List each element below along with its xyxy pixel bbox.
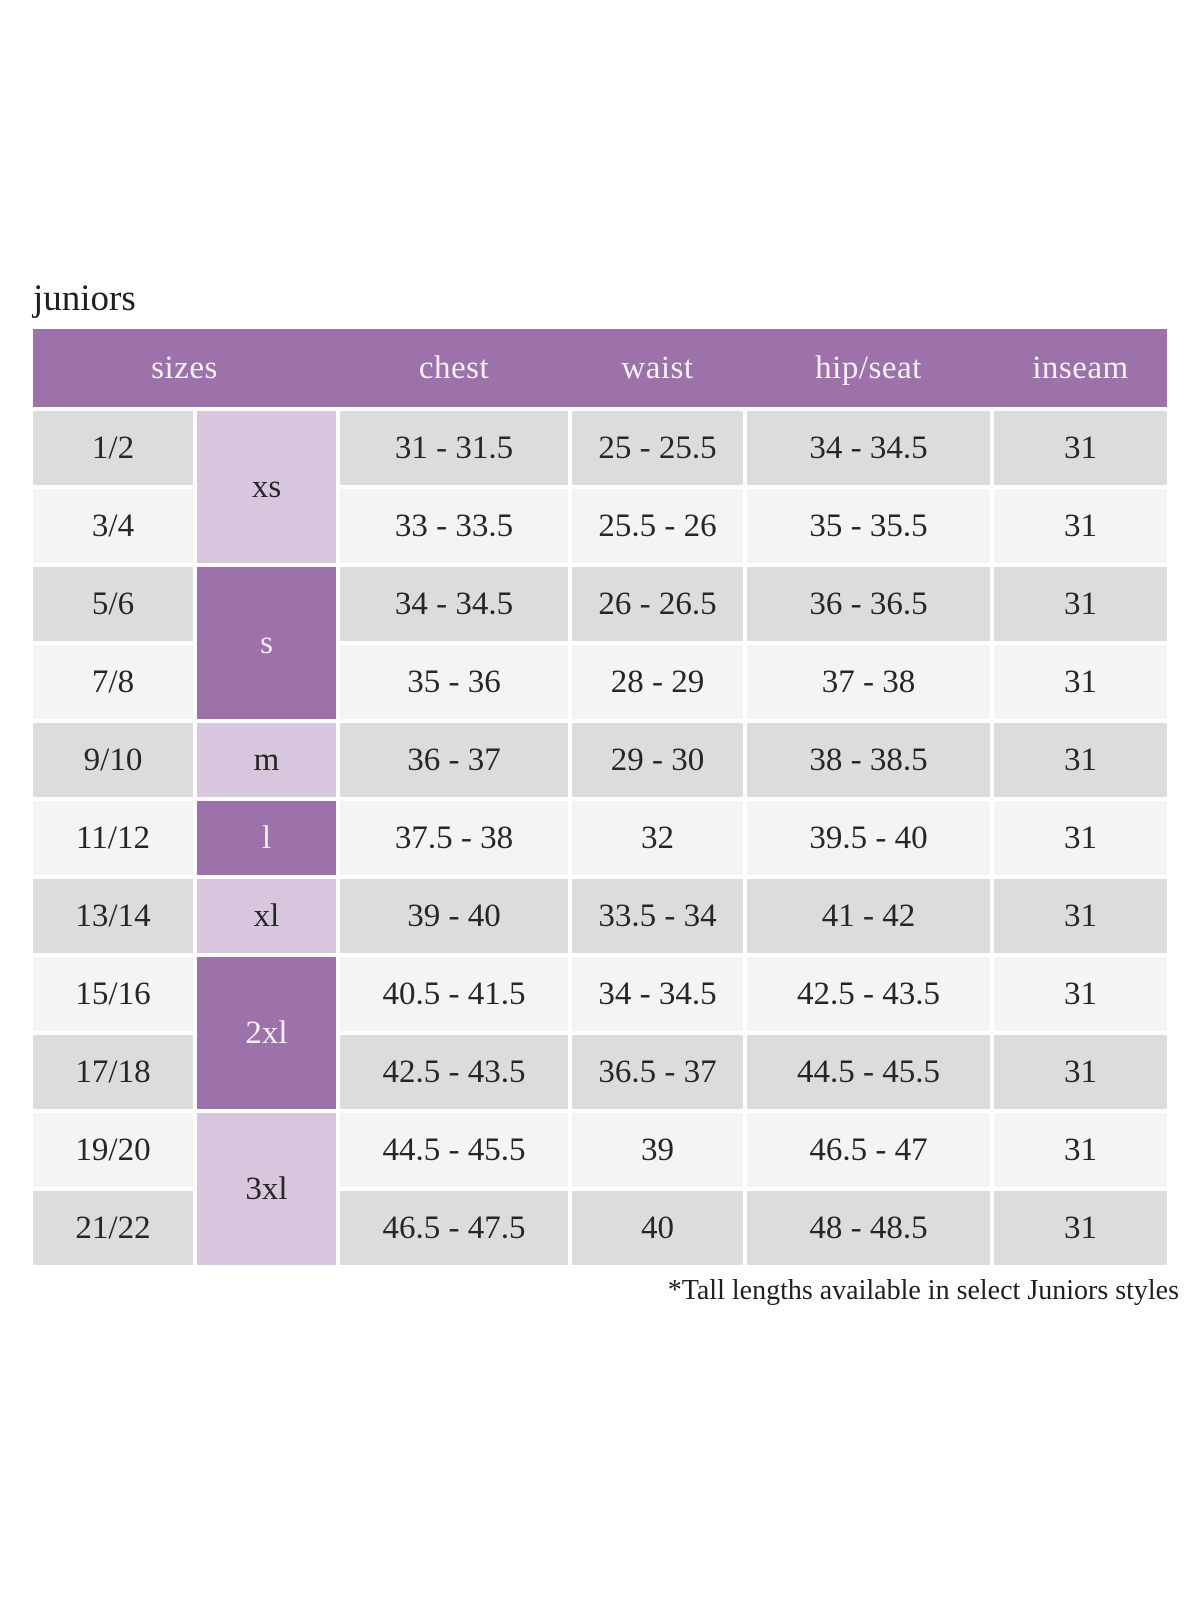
size-cell: 21/22 [33, 1191, 193, 1266]
inseam-cell: 31 [994, 645, 1167, 720]
size-group-cell: xs [197, 411, 336, 564]
waist-cell: 26 - 26.5 [572, 567, 743, 642]
waist-cell: 36.5 - 37 [572, 1035, 743, 1110]
waist-cell: 25 - 25.5 [572, 411, 743, 486]
inseam-cell: 31 [994, 957, 1167, 1032]
chest-cell: 34 - 34.5 [340, 567, 568, 642]
size-cell: 9/10 [33, 723, 193, 798]
size-cell: 19/20 [33, 1113, 193, 1188]
hip-seat-cell: 36 - 36.5 [747, 567, 990, 642]
waist-cell: 28 - 29 [572, 645, 743, 720]
chest-cell: 37.5 - 38 [340, 801, 568, 876]
inseam-cell: 31 [994, 801, 1167, 876]
hip-seat-cell: 39.5 - 40 [747, 801, 990, 876]
waist-cell: 33.5 - 34 [572, 879, 743, 954]
chest-cell: 40.5 - 41.5 [340, 957, 568, 1032]
size-group-cell: 2xl [197, 957, 336, 1110]
hip-seat-cell: 42.5 - 43.5 [747, 957, 990, 1032]
waist-cell: 39 [572, 1113, 743, 1188]
column-header-sizes: sizes [151, 349, 218, 386]
inseam-cell: 31 [994, 879, 1167, 954]
hip-seat-cell: 38 - 38.5 [747, 723, 990, 798]
column-header-waist: waist [621, 349, 694, 386]
inseam-cell: 31 [994, 1113, 1167, 1188]
chest-cell: 31 - 31.5 [340, 411, 568, 486]
chest-cell: 42.5 - 43.5 [340, 1035, 568, 1110]
hip-seat-cell: 44.5 - 45.5 [747, 1035, 990, 1110]
table-body: 1/2 xs 31 - 31.5 25 - 25.5 34 - 34.5 31 3/4 33 … [33, 411, 1167, 1266]
chest-cell: 46.5 - 47.5 [340, 1191, 568, 1266]
size-group-cell: xl [197, 879, 336, 954]
inseam-cell: 31 [994, 489, 1167, 564]
size-group-cell: l [197, 801, 336, 876]
size-cell: 3/4 [33, 489, 193, 564]
hip-seat-cell: 37 - 38 [747, 645, 990, 720]
inseam-cell: 31 [994, 567, 1167, 642]
column-header-hip-seat: hip/seat [815, 349, 922, 386]
inseam-cell: 31 [994, 723, 1167, 798]
size-cell: 11/12 [33, 801, 193, 876]
chest-cell: 39 - 40 [340, 879, 568, 954]
table-header-row: sizes chest waist hip/seat inseam [33, 329, 1167, 408]
footnote: *Tall lengths available in select Junior… [667, 1275, 1179, 1307]
size-group-cell: 3xl [197, 1113, 336, 1266]
size-cell: 17/18 [33, 1035, 193, 1110]
column-header-chest: chest [418, 349, 490, 386]
size-cell: 1/2 [33, 411, 193, 486]
size-cell: 7/8 [33, 645, 193, 720]
hip-seat-cell: 34 - 34.5 [747, 411, 990, 486]
size-group-cell: s [197, 567, 336, 720]
waist-cell: 40 [572, 1191, 743, 1266]
waist-cell: 25.5 - 26 [572, 489, 743, 564]
inseam-cell: 31 [994, 411, 1167, 486]
waist-cell: 32 [572, 801, 743, 876]
inseam-cell: 31 [994, 1035, 1167, 1110]
hip-seat-cell: 46.5 - 47 [747, 1113, 990, 1188]
page-title: juniors [33, 278, 136, 319]
hip-seat-cell: 41 - 42 [747, 879, 990, 954]
chest-cell: 33 - 33.5 [340, 489, 568, 564]
juniors-size-chart: sizes chest waist hip/seat inseam 1/2 xs 3… [33, 329, 1167, 1266]
chest-cell: 35 - 36 [340, 645, 568, 720]
size-cell: 13/14 [33, 879, 193, 954]
size-group-cell: m [197, 723, 336, 798]
waist-cell: 34 - 34.5 [572, 957, 743, 1032]
column-header-inseam: inseam [1032, 349, 1129, 386]
waist-cell: 29 - 30 [572, 723, 743, 798]
hip-seat-cell: 35 - 35.5 [747, 489, 990, 564]
inseam-cell: 31 [994, 1191, 1167, 1266]
hip-seat-cell: 48 - 48.5 [747, 1191, 990, 1266]
chest-cell: 36 - 37 [340, 723, 568, 798]
chest-cell: 44.5 - 45.5 [340, 1113, 568, 1188]
size-cell: 15/16 [33, 957, 193, 1032]
size-cell: 5/6 [33, 567, 193, 642]
